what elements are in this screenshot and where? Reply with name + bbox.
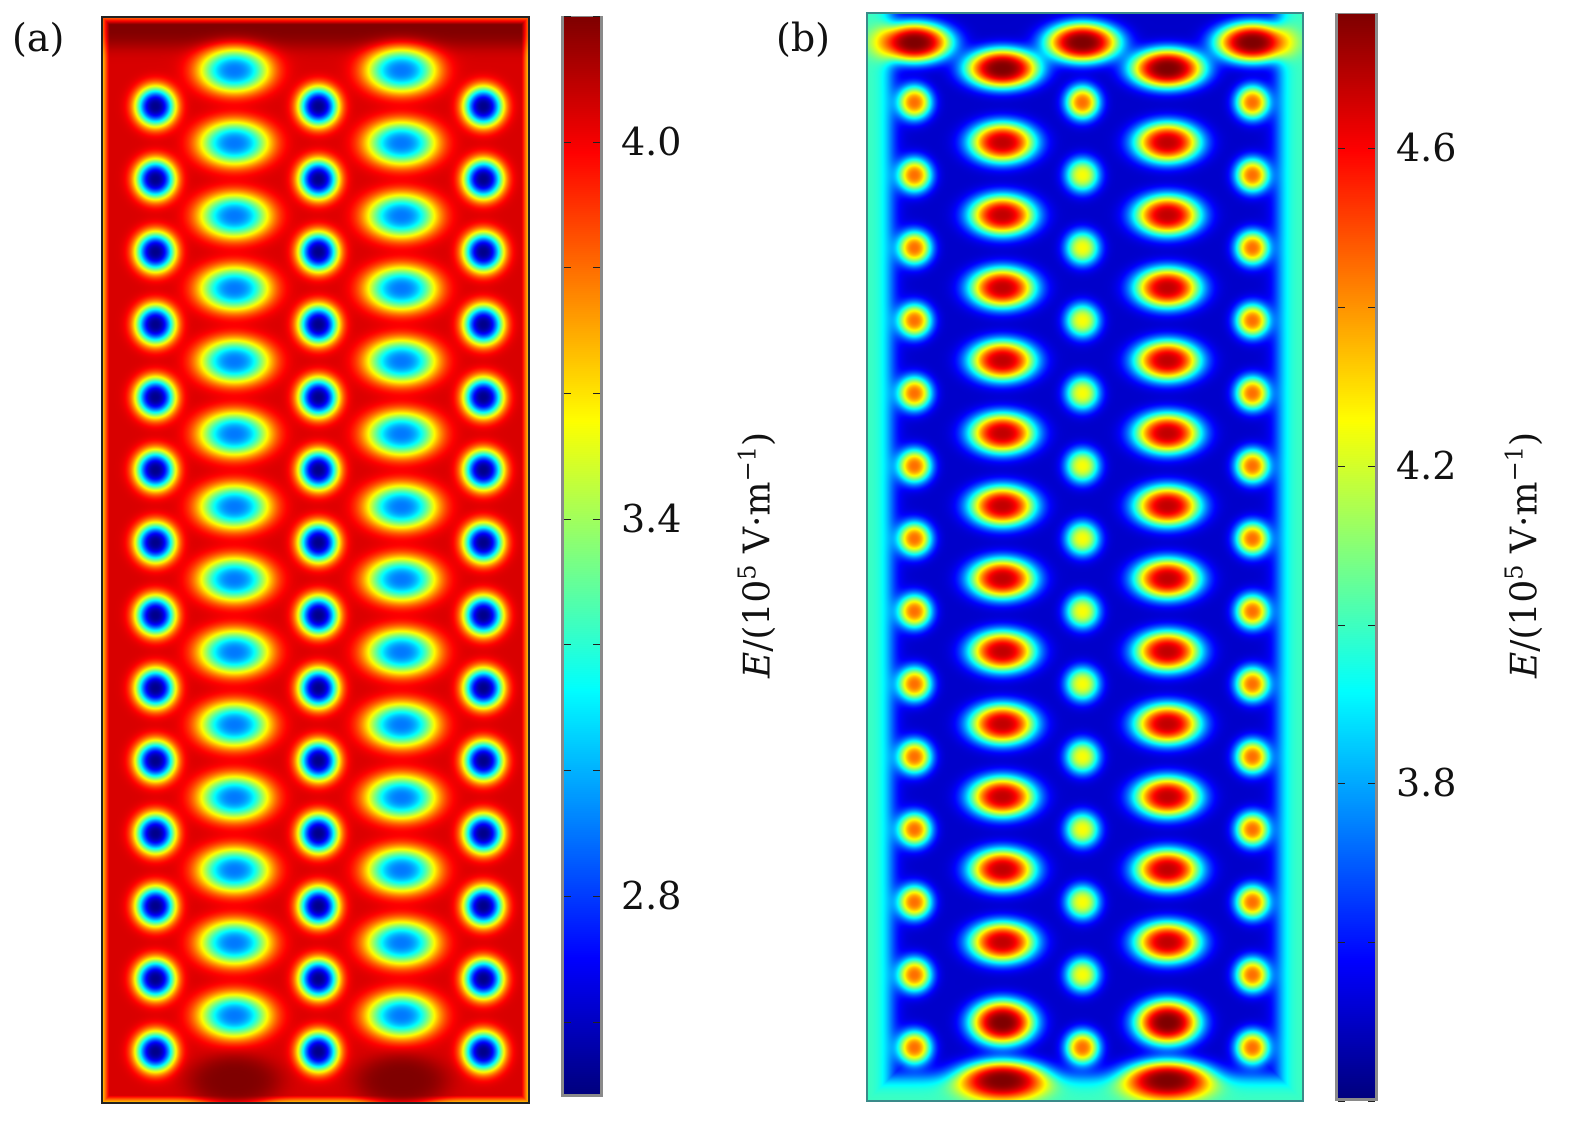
colorbar-tick-mark [564,518,571,520]
colorbar-tick-mark [1368,624,1375,626]
colorbar-tick-mark [593,393,600,395]
colorbar-tick-mark [1338,306,1345,308]
colorbar-tick-mark [593,267,600,269]
heatmap-b [866,12,1304,1102]
colorbar-tick-mark [1338,1101,1345,1102]
colorbar-b-gradient [1338,14,1375,1098]
heatmap-b-field [868,14,1302,1100]
colorbar-tick-mark [564,770,571,772]
colorbar-tick-mark [1368,465,1375,467]
colorbar-a [561,16,603,1097]
colorbar-tick-mark [593,16,600,17]
colorbar-tick-mark [1338,942,1345,944]
heatmap-a-field [103,18,528,1102]
colorbar-tick-mark [564,1021,571,1023]
colorbar-tick-mark [593,770,600,772]
colorbar-tick-mark [593,1021,600,1023]
colorbar-tick-mark [1368,783,1375,785]
panel-label-b: (b) [776,16,830,60]
colorbar-tick-mark [593,141,600,143]
colorbar-tick-mark [564,895,571,897]
colorbar-tick-mark [1338,624,1345,626]
colorbar-tick-mark [1338,148,1345,149]
colorbar-tick-mark [1338,783,1345,785]
colorbar-tick-mark [564,267,571,269]
colorbar-tick-mark [564,393,571,395]
colorbar-a-gradient [564,17,600,1094]
colorbar-a-label: E/(105 V·m−1) [733,431,779,679]
colorbar-a-tick-label: 4.0 [621,119,682,164]
colorbar-tick-mark [593,895,600,897]
colorbar-tick-mark [1368,942,1375,944]
colorbar-tick-mark [564,141,571,143]
colorbar-tick-mark [593,644,600,646]
panel-label-a: (a) [12,16,65,60]
colorbar-b-tick-label: 4.2 [1396,443,1457,488]
colorbar-b [1335,13,1378,1101]
colorbar-b-tick-label: 4.6 [1396,126,1457,170]
colorbar-tick-mark [1368,306,1375,308]
colorbar-b-tick-label: 3.8 [1396,761,1457,806]
colorbar-tick-mark [1368,148,1375,149]
colorbar-tick-mark [593,518,600,520]
colorbar-tick-mark [564,644,571,646]
heatmap-a [101,16,530,1104]
colorbar-tick-mark [564,16,571,17]
colorbar-b-label: E/(105 V·m−1) [1500,431,1546,679]
colorbar-a-tick-label: 3.4 [621,496,682,541]
colorbar-tick-mark [1368,1101,1375,1102]
colorbar-tick-mark [1338,465,1345,467]
colorbar-a-tick-label: 2.8 [621,873,682,918]
